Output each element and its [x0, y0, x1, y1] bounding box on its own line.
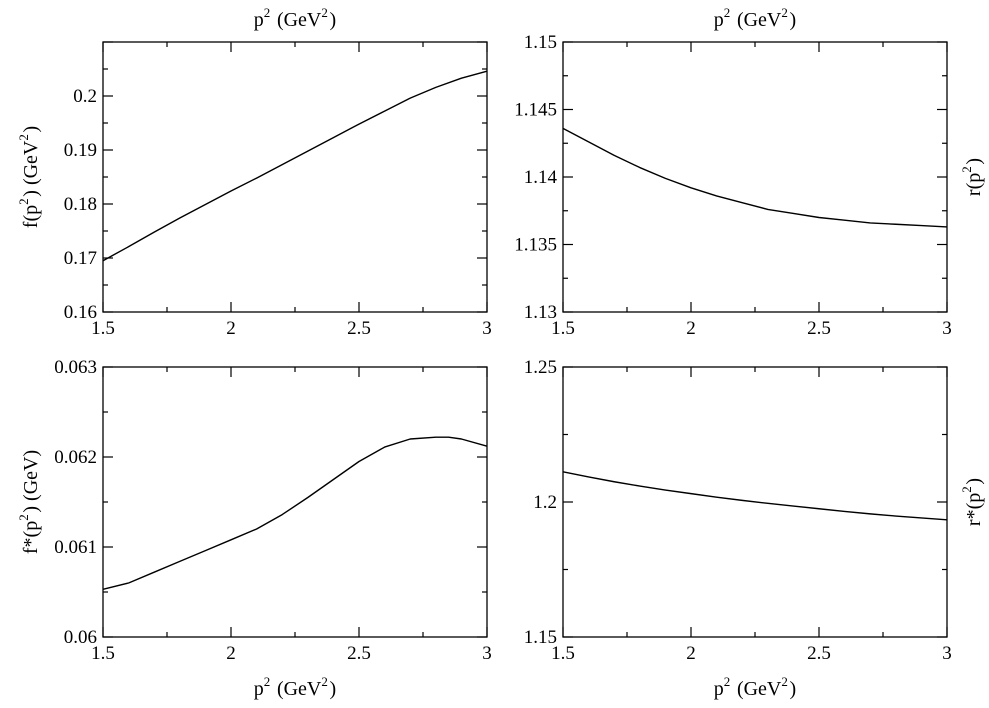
- x-tick-label: 1.5: [551, 318, 575, 339]
- y-tick-label: 1.15: [524, 32, 557, 53]
- series-line: [562, 471, 948, 521]
- x-tick-label: 2: [226, 318, 236, 339]
- series-line: [562, 127, 948, 228]
- y-tick-label: 0.2: [73, 86, 97, 107]
- y-axis-label: r(p2 ): [959, 158, 985, 196]
- y-tick-label: 0.061: [54, 537, 97, 558]
- x-axis-label: p2 (GeV2 ): [714, 5, 796, 31]
- x-tick-label: 3: [482, 318, 492, 339]
- y-tick-label: 1.15: [524, 627, 557, 648]
- x-tick-label: 2: [686, 643, 696, 664]
- y-tick-label: 0.19: [64, 140, 97, 161]
- y-tick-label: 1.2: [533, 492, 557, 513]
- panel-top-right: 1.5 2 2.5 3 1.13 1.135 1.14 1.145 1.15 p2 (GeV2 )…: [514, 5, 985, 339]
- y-axis-label: r*(p2 ): [959, 478, 985, 526]
- y-tick-label: 1.135: [514, 235, 557, 256]
- x-tick-label: 1.5: [551, 643, 575, 664]
- x-axis-label: p2 (GeV2 ): [254, 674, 336, 700]
- x-tick-label: 2.5: [807, 318, 831, 339]
- y-tick-label: 1.14: [524, 167, 558, 188]
- y-axis-label: f*(p2 ) (GeV): [16, 450, 42, 554]
- x-tick-label: 3: [942, 643, 952, 664]
- panel-top-left: 1.5 2 2.5 3 0.16 0.17 0.18 0.19 0.2 p2 (GeV2 ) f(p…: [16, 5, 492, 339]
- y-axis-label: f(p2 ) (GeV2 ): [16, 126, 42, 228]
- y-tick-label: 0.16: [64, 302, 97, 323]
- x-tick-label: 2.5: [347, 318, 371, 339]
- series-line: [102, 70, 488, 262]
- x-axis-label: p2 (GeV2 ): [254, 5, 336, 31]
- y-tick-label: 0.06: [64, 627, 97, 648]
- y-tick-label: 1.145: [514, 100, 557, 121]
- x-tick-label: 2.5: [347, 643, 371, 664]
- x-tick-label: 3: [482, 643, 492, 664]
- x-tick-label: 2: [686, 318, 696, 339]
- series-line: [102, 436, 488, 590]
- y-tick-label: 0.062: [54, 447, 97, 468]
- y-tick-label: 0.18: [64, 194, 97, 215]
- x-tick-label: 2.5: [807, 643, 831, 664]
- x-tick-label: 2: [226, 643, 236, 664]
- panel-bottom-left: 1.5 2 2.5 3 0.06 0.061 0.062 0.063 p2 (GeV2 ) f*(…: [16, 357, 492, 700]
- x-tick-label: 3: [942, 318, 952, 339]
- y-tick-label: 0.063: [54, 357, 97, 378]
- x-axis-label: p2 (GeV2 ): [714, 674, 796, 700]
- y-tick-label: 1.25: [524, 357, 557, 378]
- x-tick-label: 1.5: [91, 318, 115, 339]
- y-tick-label: 0.17: [64, 248, 97, 269]
- x-tick-label: 1.5: [91, 643, 115, 664]
- y-tick-label: 1.13: [524, 302, 557, 323]
- panel-bottom-right: 1.5 2 2.5 3 1.15 1.2 1.25 p2 (GeV2 ) r*(p2 ): [524, 357, 985, 700]
